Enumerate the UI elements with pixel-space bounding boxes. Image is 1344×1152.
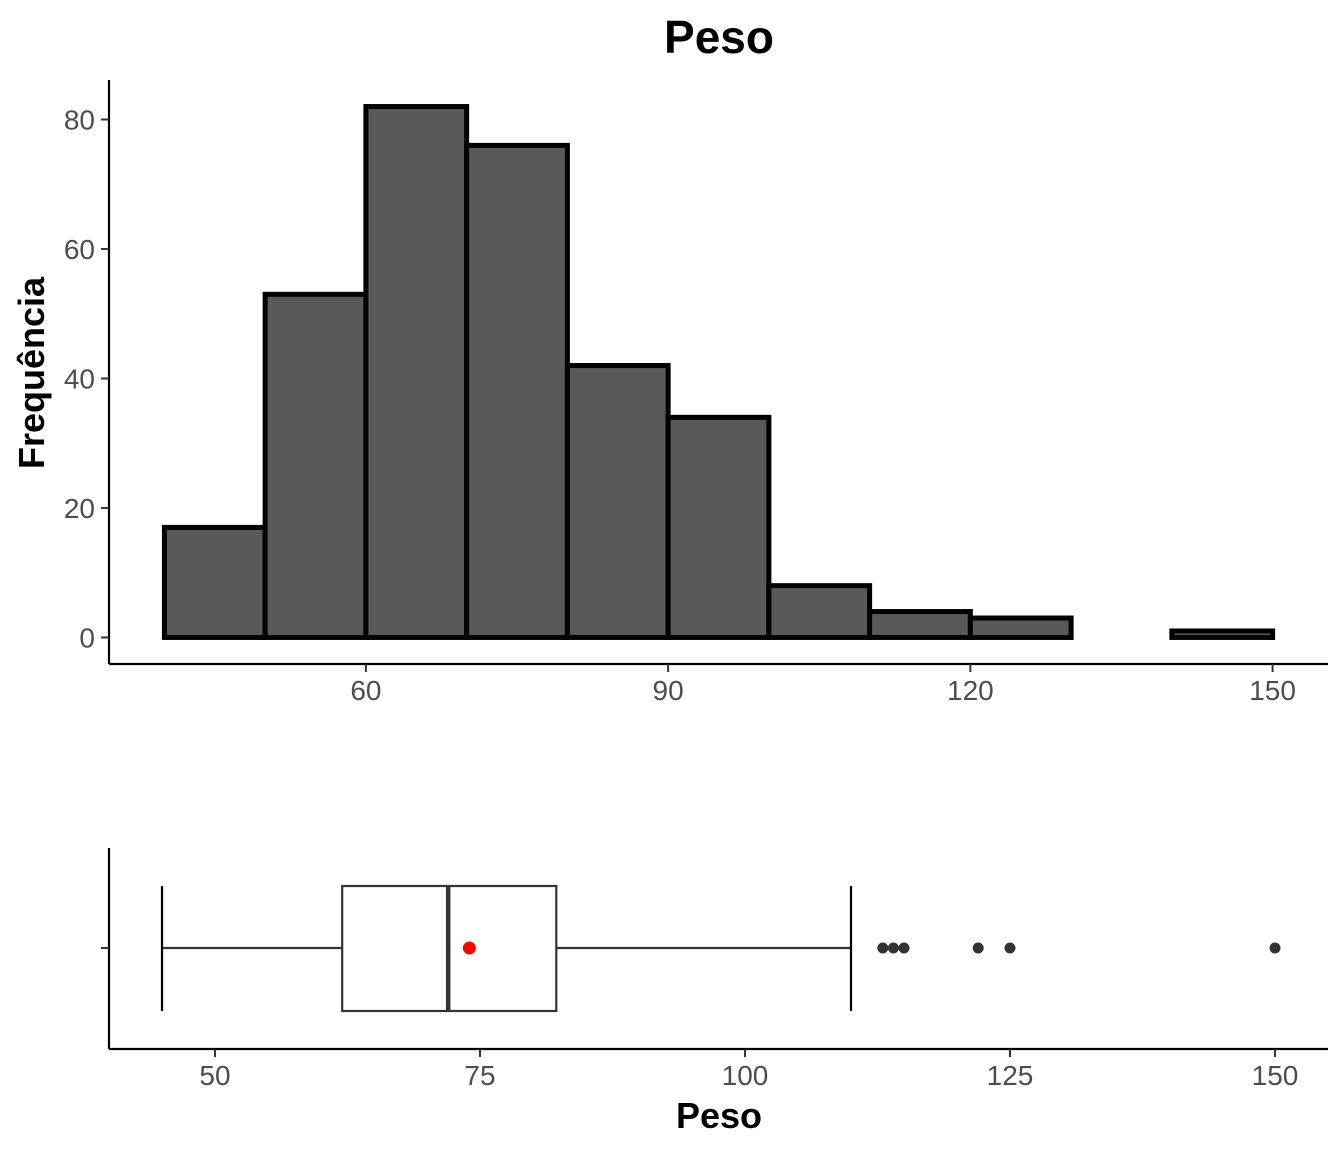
histogram-bar-3 xyxy=(464,142,570,640)
boxplot-outlier-2 xyxy=(898,942,910,954)
histogram-y-tick-label-0: 0 xyxy=(79,622,95,653)
histogram-y-tick-label-4: 80 xyxy=(64,104,95,135)
boxplot-outlier-5 xyxy=(1269,942,1281,954)
histogram-bar-0 xyxy=(161,524,268,640)
histogram-x-tick-label-3: 150 xyxy=(1249,675,1296,706)
boxplot-outlier-0 xyxy=(877,942,889,954)
histogram-x-tick-label-0: 60 xyxy=(350,675,381,706)
chart-title: Peso xyxy=(664,11,774,63)
histogram-x-tick-label-2: 120 xyxy=(947,675,994,706)
histogram-y-tick-label-2: 40 xyxy=(64,363,95,394)
boxplot-x-tick-label-4: 150 xyxy=(1252,1060,1299,1091)
histogram-bar-4 xyxy=(564,363,671,640)
histogram-y-tick-label-3: 60 xyxy=(64,234,95,265)
boxplot-outlier-3 xyxy=(972,942,984,954)
histogram-bar-2 xyxy=(363,104,470,640)
boxplot-x-axis-title: Peso xyxy=(676,1095,762,1136)
boxplot-x-tick-label-3: 125 xyxy=(987,1060,1034,1091)
histogram-y-axis-title: Frequência xyxy=(11,276,52,469)
boxplot-mean-point xyxy=(462,941,476,955)
histogram-bar-1 xyxy=(262,291,369,640)
boxplot-x-tick-label-0: 50 xyxy=(199,1060,230,1091)
histogram-panel: 0 20 40 60 80 60 90 120 150 xyxy=(64,80,1328,706)
boxplot-outlier-1 xyxy=(887,942,899,954)
histogram-y-tick-label-1: 20 xyxy=(64,493,95,524)
histogram-x-tick-label-1: 90 xyxy=(653,675,684,706)
boxplot-panel: 50 75 100 125 150 xyxy=(101,848,1328,1091)
histogram-bar-6 xyxy=(766,583,873,640)
boxplot-outlier-4 xyxy=(1004,942,1016,954)
histogram-bar-7 xyxy=(867,609,973,640)
boxplot-x-tick-label-1: 75 xyxy=(464,1060,495,1091)
boxplot-x-tick-label-2: 100 xyxy=(722,1060,769,1091)
histogram-bar-5 xyxy=(665,414,772,640)
histogram-bar-8 xyxy=(967,615,1074,640)
histogram-bar-10 xyxy=(1169,628,1276,640)
